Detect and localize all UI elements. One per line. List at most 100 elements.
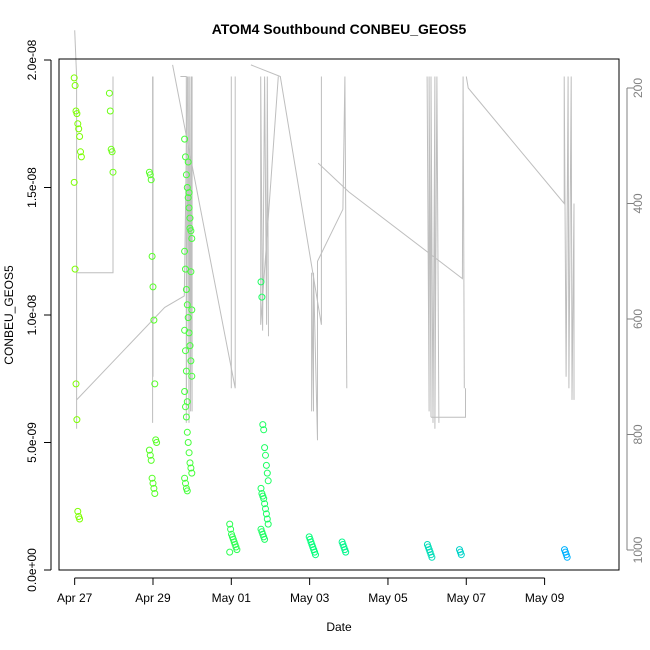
data-point [105, 89, 113, 97]
data-point [188, 235, 196, 242]
data-point [181, 474, 189, 482]
data-point [148, 252, 156, 260]
x-tick-label: May 03 [290, 591, 330, 605]
pressure-segment [431, 388, 466, 418]
data-point [185, 449, 193, 457]
data-point [188, 372, 196, 380]
data-point [70, 178, 78, 186]
y2-tick-label: 600 [631, 309, 645, 329]
pressure-segment [426, 76, 440, 429]
data-point [73, 416, 81, 424]
data-point [76, 133, 84, 140]
pressure-segment [260, 76, 279, 337]
data-point [186, 459, 194, 467]
data-point [183, 487, 191, 495]
data-point [187, 464, 195, 472]
pressure-segment [311, 76, 348, 441]
data-point [226, 520, 234, 528]
data-point [187, 268, 195, 276]
data-point [72, 380, 80, 388]
data-point [77, 148, 84, 156]
y2-axis: 200 400 600 800 1000 [626, 78, 645, 563]
data-point [262, 451, 269, 459]
data-point [183, 428, 191, 436]
data-point [264, 477, 272, 485]
x-tick-label: May 07 [447, 591, 487, 605]
data-point [108, 148, 116, 156]
data-point [150, 484, 158, 492]
pressure-segment [172, 64, 236, 389]
chart-title: ATOM4 Southbound CONBEU_GEOS5 [212, 21, 467, 37]
data-point [182, 265, 189, 273]
data-point [262, 461, 270, 469]
y2-tick-label: 400 [631, 193, 645, 213]
x-tick-label: Apr 27 [57, 591, 93, 605]
data-point [457, 551, 465, 559]
data-point [226, 548, 234, 556]
data-point [181, 135, 189, 143]
x-axis-label: Date [326, 620, 352, 634]
data-point [77, 153, 85, 161]
data-point [185, 204, 193, 212]
data-point [262, 505, 269, 513]
plot-frame [58, 58, 620, 571]
pressure-segment [76, 76, 114, 274]
data-point [74, 120, 82, 128]
data-point [183, 398, 191, 406]
data-point [259, 421, 267, 429]
data-point [73, 110, 81, 118]
data-point [184, 158, 192, 166]
data-point [75, 125, 83, 133]
x-tick-label: Apr 29 [135, 591, 171, 605]
data-point [109, 168, 117, 176]
data-point [182, 171, 190, 179]
data-point [149, 479, 157, 487]
y-axis-label: CONBEU_GEOS5 [2, 265, 16, 365]
x-axis: Apr 27 Apr 29 May 01 May 03 May 05 May 07 May … [57, 577, 565, 605]
data-point [342, 548, 350, 556]
data-point [312, 551, 319, 559]
data-point [181, 388, 189, 395]
data-point [188, 469, 196, 477]
data-point [182, 286, 190, 293]
x-tick-label: May 09 [525, 591, 565, 605]
data-point [151, 490, 159, 497]
data-point [76, 515, 84, 523]
y2-tick-label: 1000 [631, 536, 645, 563]
data-point [149, 283, 157, 291]
data-point [148, 474, 156, 482]
data-point [257, 278, 265, 286]
data-point [181, 247, 189, 255]
data-point [264, 520, 272, 528]
data-point [184, 314, 192, 322]
data-point [74, 507, 82, 515]
pressure-segment [74, 30, 78, 429]
data-point [151, 380, 159, 388]
data-point [182, 479, 189, 487]
data-point [260, 426, 268, 434]
data-point [181, 326, 189, 334]
y-tick-label: 0.0e+00 [25, 548, 39, 592]
data-point [106, 107, 114, 115]
data-point [184, 194, 192, 202]
y-tick-label: 1.5e-08 [25, 167, 39, 208]
data-point [186, 214, 194, 222]
data-point [182, 413, 190, 421]
pressure-trace [74, 30, 575, 441]
y-tick-label: 5.0e-09 [25, 422, 39, 463]
data-point [71, 265, 79, 273]
data-point [182, 367, 190, 375]
data-point [147, 456, 155, 464]
data-point [563, 553, 571, 561]
y-tick-label: 2.0e-08 [25, 39, 39, 80]
data-point [147, 176, 155, 184]
data-point [146, 171, 154, 179]
data-point [184, 439, 192, 446]
y2-tick-label: 200 [631, 78, 645, 98]
data-point [182, 347, 189, 355]
data-point [71, 82, 79, 89]
data-point [153, 439, 161, 446]
data-point [233, 546, 241, 554]
y-tick-label: 1.0e-08 [25, 294, 39, 335]
